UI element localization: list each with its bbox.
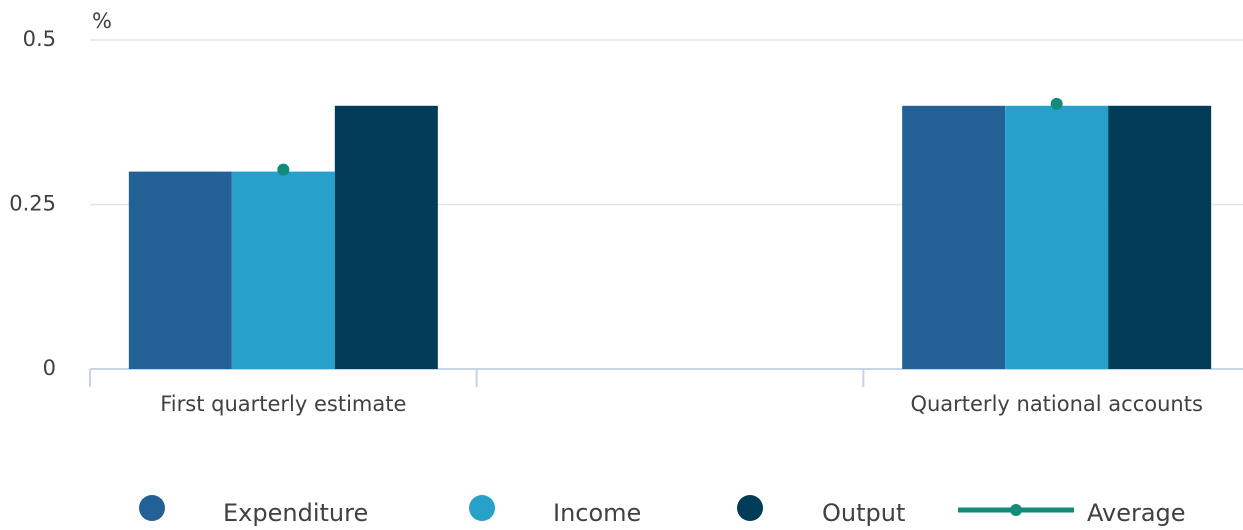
legend-label: Income: [553, 499, 641, 526]
legend-marker: [1010, 504, 1022, 516]
x-tick-label: First quarterly estimate: [160, 392, 406, 416]
bar: [231, 171, 335, 369]
legend-marker: [737, 495, 763, 521]
y-axis-unit: %: [92, 9, 112, 33]
y-tick-label: 0: [43, 356, 56, 380]
line-point: [277, 163, 290, 176]
bar: [334, 105, 438, 370]
bar: [128, 171, 232, 369]
bar: [1108, 105, 1212, 370]
legend-label: Expenditure: [223, 499, 368, 526]
x-tick-label: Quarterly national accounts: [910, 392, 1202, 416]
bar: [902, 105, 1006, 370]
legend-label: Output: [822, 499, 905, 526]
line-point: [1050, 97, 1063, 110]
legend-marker: [139, 495, 165, 521]
legend-label: Average: [1087, 499, 1186, 526]
y-tick-label: 0.25: [9, 192, 56, 216]
legend-marker: [469, 495, 495, 521]
bar: [1005, 105, 1109, 370]
y-tick-label: 0.5: [23, 27, 56, 51]
